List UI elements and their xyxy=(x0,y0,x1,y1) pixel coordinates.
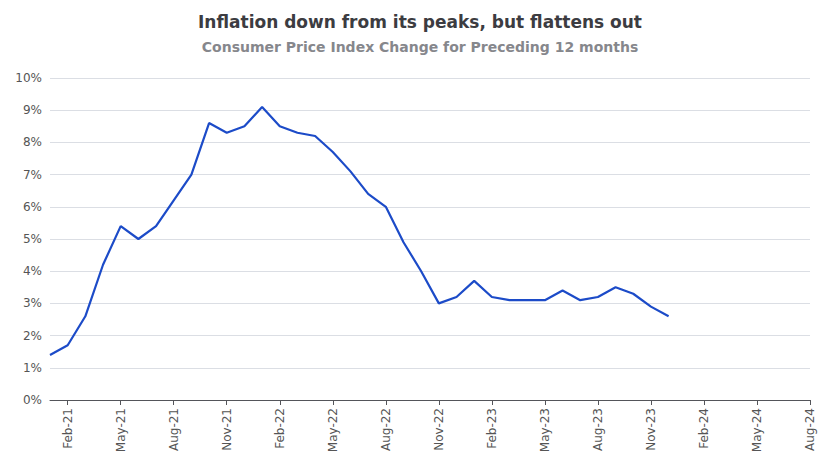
svg-text:Feb-21: Feb-21 xyxy=(61,408,75,449)
svg-text:May-24: May-24 xyxy=(750,408,764,452)
svg-text:Nov-21: Nov-21 xyxy=(220,408,234,451)
svg-text:Inflation down from its peaks,: Inflation down from its peaks, but flatt… xyxy=(198,12,642,32)
svg-text:2%: 2% xyxy=(23,329,42,343)
svg-text:Feb-24: Feb-24 xyxy=(697,408,711,449)
svg-text:1%: 1% xyxy=(23,361,42,375)
svg-text:9%: 9% xyxy=(23,103,42,117)
svg-text:May-21: May-21 xyxy=(114,408,128,452)
svg-text:Aug-21: Aug-21 xyxy=(167,408,181,451)
svg-text:7%: 7% xyxy=(23,168,42,182)
svg-text:0%: 0% xyxy=(23,393,42,407)
svg-text:Nov-23: Nov-23 xyxy=(644,408,658,451)
svg-text:Feb-23: Feb-23 xyxy=(485,408,499,449)
svg-text:Aug-22: Aug-22 xyxy=(379,408,393,451)
svg-text:6%: 6% xyxy=(23,200,42,214)
svg-text:Consumer Price Index Change fo: Consumer Price Index Change for Precedin… xyxy=(202,39,638,55)
svg-text:4%: 4% xyxy=(23,264,42,278)
svg-text:May-23: May-23 xyxy=(538,408,552,452)
svg-text:10%: 10% xyxy=(15,71,42,85)
svg-text:5%: 5% xyxy=(23,232,42,246)
svg-text:3%: 3% xyxy=(23,296,42,310)
svg-text:Aug-24: Aug-24 xyxy=(803,408,817,451)
svg-text:8%: 8% xyxy=(23,135,42,149)
svg-text:Aug-23: Aug-23 xyxy=(591,408,605,451)
svg-text:May-22: May-22 xyxy=(326,408,340,452)
svg-text:Nov-22: Nov-22 xyxy=(432,408,446,451)
svg-text:Feb-22: Feb-22 xyxy=(273,408,287,449)
